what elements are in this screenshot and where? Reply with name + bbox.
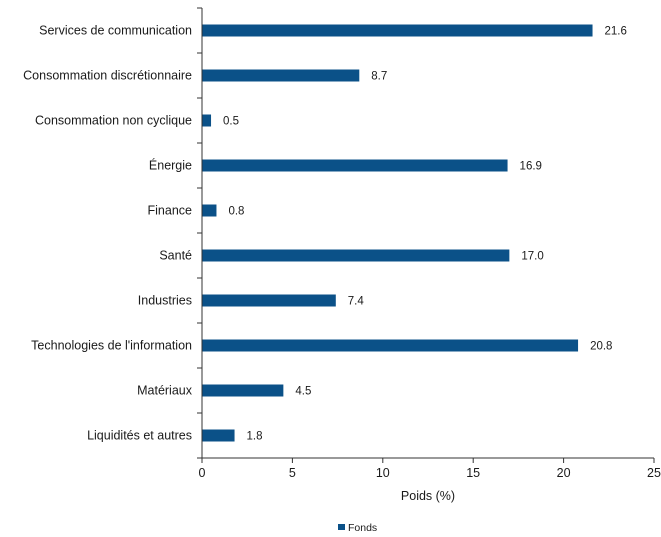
legend-swatch [338, 524, 345, 530]
category-label: Technologies de l'information [31, 339, 192, 353]
bar [202, 24, 593, 37]
bar [202, 114, 212, 127]
category-label: Consommation non cyclique [35, 114, 192, 128]
category-label: Matériaux [137, 384, 193, 398]
bar [202, 159, 508, 172]
bar-value-label: 0.5 [223, 116, 239, 128]
value-labels-group: 21.6 8.7 0.5 16.9 0.8 17.0 7.4 20.8 4.5 1.8 [223, 26, 627, 443]
ticks-group: 0 5 10 15 20 25 [197, 7, 661, 480]
category-label: Consommation discrétionnaire [23, 69, 192, 83]
x-tick-label: 0 [199, 466, 206, 480]
category-label: Énergie [149, 158, 192, 173]
bar-value-label: 16.9 [520, 161, 542, 173]
bar [202, 69, 360, 82]
category-labels-group: Services de communication Consommation di… [23, 24, 193, 443]
bar [202, 384, 284, 397]
bar-value-label: 8.7 [371, 71, 387, 83]
bars-group [202, 24, 593, 442]
legend-label: Fonds [348, 522, 377, 534]
bar-value-label: 20.8 [590, 341, 612, 353]
bar-value-label: 7.4 [348, 296, 365, 308]
bar [202, 429, 235, 442]
category-label: Industries [138, 294, 192, 308]
x-tick-label: 25 [647, 466, 661, 480]
bar-value-label: 4.5 [295, 386, 311, 398]
x-tick-label: 5 [289, 466, 296, 480]
bar [202, 249, 510, 262]
category-label: Services de communication [39, 24, 192, 38]
bar-value-label: 0.8 [228, 206, 244, 218]
bar-value-label: 21.6 [605, 26, 627, 38]
category-label: Liquidités et autres [87, 429, 192, 443]
bar-value-label: 1.8 [247, 431, 263, 443]
x-axis-title: Poids (%) [401, 489, 455, 503]
bar [202, 339, 579, 352]
category-label: Finance [148, 204, 193, 218]
x-tick-label: 10 [376, 466, 390, 480]
legend: Fonds [338, 522, 377, 534]
category-label: Santé [159, 249, 192, 263]
x-tick-label: 20 [557, 466, 571, 480]
x-tick-label: 15 [466, 466, 480, 480]
bar [202, 294, 336, 307]
bar [202, 204, 217, 217]
bar-value-label: 17.0 [521, 251, 543, 263]
